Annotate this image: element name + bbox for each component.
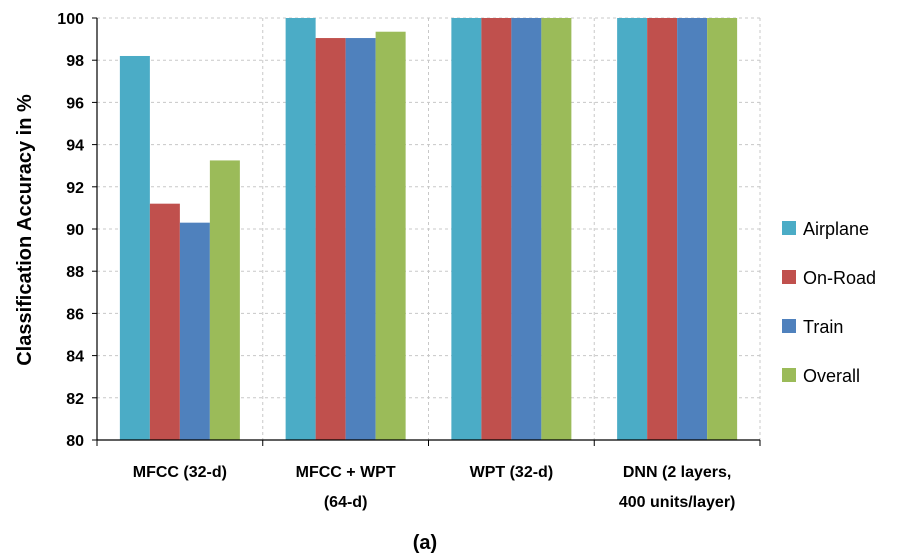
legend-label: Overall (803, 366, 860, 386)
y-tick-label: 92 (66, 180, 84, 197)
legend-swatch (782, 319, 796, 333)
legend-item-overall: Overall (782, 366, 860, 386)
legend-label: Train (803, 317, 843, 337)
legend-item-train: Train (782, 317, 843, 337)
y-tick-label: 94 (66, 138, 84, 155)
bar-on-road (647, 18, 678, 440)
bar-on-road (149, 203, 180, 440)
y-tick-label: 88 (66, 264, 84, 281)
axes (92, 17, 761, 446)
legend-item-on-road: On-Road (782, 268, 876, 288)
y-tick-label: 86 (66, 306, 84, 323)
x-category-label: WPT (32-d) (470, 464, 554, 481)
y-tick-label: 100 (57, 11, 84, 28)
y-tick-label: 90 (66, 222, 84, 239)
bar-overall (375, 31, 406, 441)
y-tick-label: 82 (66, 391, 84, 408)
bar-train (677, 18, 708, 440)
legend-swatch (782, 221, 796, 235)
y-tick-label: 96 (66, 95, 84, 112)
bars (119, 18, 738, 441)
y-tick-label: 84 (66, 349, 84, 366)
bar-train (345, 38, 376, 441)
y-tick-labels: 80 82 84 86 88 90 92 94 96 98 100 (57, 11, 84, 450)
legend-label: Airplane (803, 219, 869, 239)
x-category-label: MFCC + WPT (64-d) (296, 464, 396, 511)
legend-swatch (782, 368, 796, 382)
bar-airplane (451, 18, 482, 440)
x-category-label: MFCC (32-d) (133, 464, 227, 481)
legend: Airplane On-Road Train Overall (782, 219, 876, 386)
y-tick-label: 80 (66, 433, 84, 450)
legend-item-airplane: Airplane (782, 219, 869, 239)
y-tick-label: 98 (66, 53, 84, 70)
chart-caption: (a) (413, 532, 437, 554)
bar-on-road (315, 38, 346, 441)
x-category-label: DNN (2 layers, 400 units/layer) (619, 464, 736, 511)
y-axis-label: Classification Accuracy in % (14, 94, 36, 366)
bar-overall (209, 160, 240, 441)
bar-on-road (481, 18, 512, 440)
bar-overall (541, 18, 572, 440)
x-category-labels: MFCC (32-d) MFCC + WPT (64-d) WPT (32-d) DNN… (133, 464, 736, 511)
bar-airplane (119, 55, 150, 440)
bar-train (179, 222, 210, 440)
bar-overall (707, 18, 738, 440)
bar-airplane (617, 18, 648, 440)
legend-label: On-Road (803, 268, 876, 288)
legend-swatch (782, 270, 796, 284)
bar-airplane (285, 18, 316, 440)
bar-train (511, 18, 542, 440)
